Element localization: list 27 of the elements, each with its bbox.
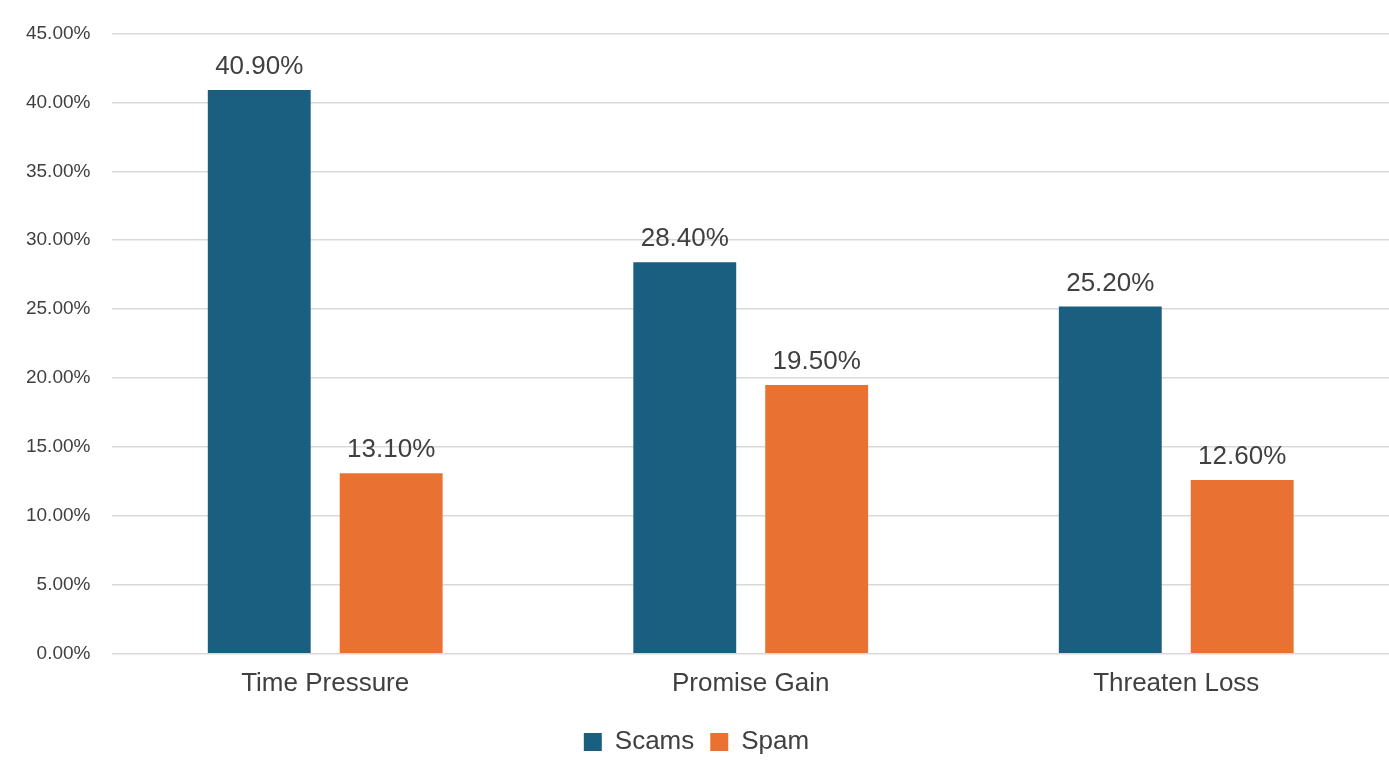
legend-label: Scams (614, 725, 695, 756)
data-label: 12.60% (1198, 440, 1287, 471)
y-tick-label: 40.00% (25, 90, 91, 112)
bar (339, 473, 443, 654)
data-label: 40.90% (215, 50, 304, 81)
y-tick-label: 5.00% (36, 573, 91, 595)
y-tick-label: 20.00% (25, 366, 91, 388)
x-tick-label: Time Pressure (241, 666, 410, 697)
bar (1058, 306, 1162, 654)
bar (633, 262, 737, 654)
data-label: 13.10% (347, 433, 436, 464)
x-tick-label: Promise Gain (671, 666, 830, 697)
y-tick-label: 45.00% (25, 21, 91, 43)
legend-label: Spam (741, 725, 810, 756)
bar (1190, 480, 1294, 654)
y-tick-label: 10.00% (25, 504, 91, 526)
y-tick-label: 0.00% (36, 642, 91, 664)
x-tick-label: Threaten Loss (1093, 666, 1260, 697)
data-label: 25.20% (1066, 266, 1155, 297)
y-tick-label: 15.00% (25, 435, 91, 457)
bar (765, 384, 869, 654)
data-label: 19.50% (772, 345, 861, 376)
y-tick-label: 30.00% (25, 228, 91, 250)
y-tick-label: 35.00% (25, 159, 91, 181)
y-tick-label: 25.00% (25, 297, 91, 319)
bar (207, 89, 311, 654)
data-label: 28.40% (640, 222, 729, 253)
